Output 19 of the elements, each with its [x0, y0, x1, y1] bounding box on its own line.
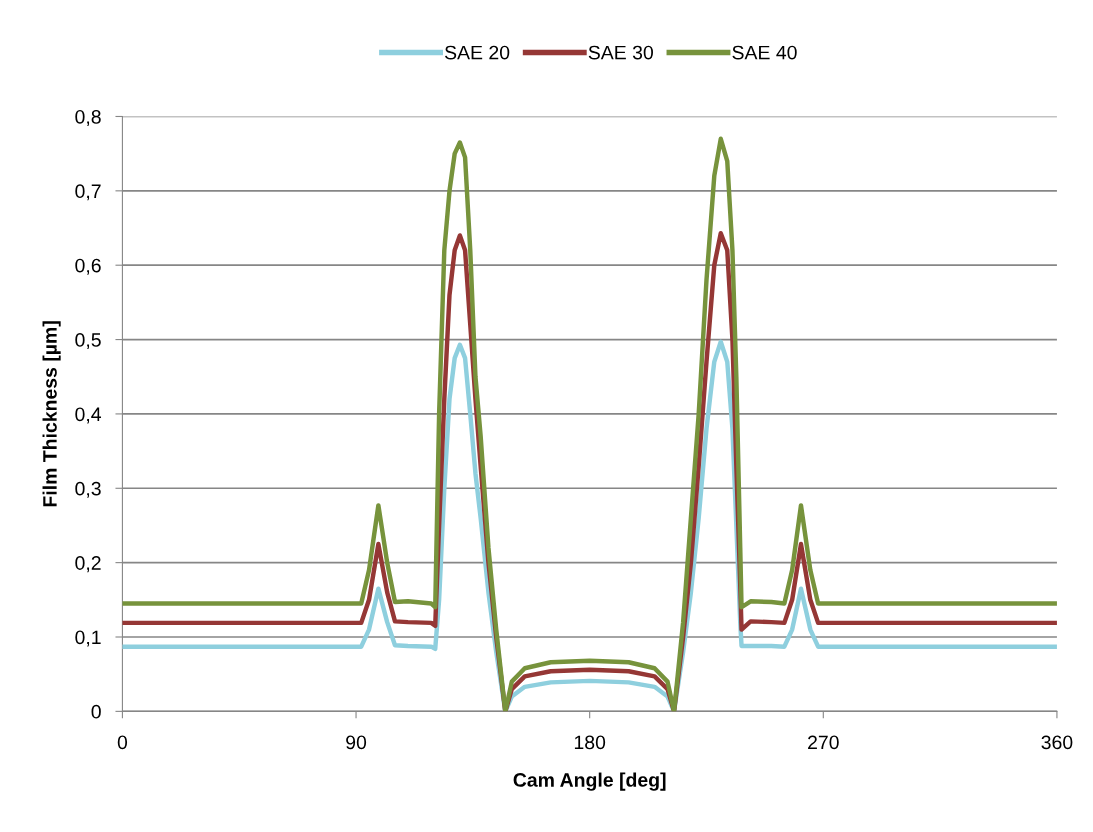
x-tick-label: 270	[808, 735, 839, 750]
y-tick-label: 0,3	[75, 481, 101, 498]
y-tick-label: 0,4	[75, 407, 102, 424]
legend-label: SAE 40	[732, 45, 797, 60]
y-tick-label: 0,6	[75, 258, 101, 275]
legend-label: SAE 30	[588, 45, 653, 60]
y-tick-label: 0,8	[75, 109, 101, 127]
y-tick-label: 0,5	[75, 333, 101, 350]
x-axis-title: Cam Angle [deg]	[513, 772, 666, 791]
y-axis-title: Film Thickness [µm]	[42, 321, 61, 507]
x-tick-label: 90	[346, 735, 367, 750]
x-tick-label: 180	[574, 735, 606, 750]
x-tick-label: 360	[1041, 735, 1073, 750]
y-tick-label: 0,1	[75, 630, 101, 647]
legend-label: SAE 20	[444, 45, 510, 60]
x-tick-label: 0	[117, 735, 128, 750]
y-tick-label: 0	[91, 704, 101, 719]
y-tick-label: 0,2	[75, 556, 101, 573]
y-tick-label: 0,7	[75, 184, 101, 201]
